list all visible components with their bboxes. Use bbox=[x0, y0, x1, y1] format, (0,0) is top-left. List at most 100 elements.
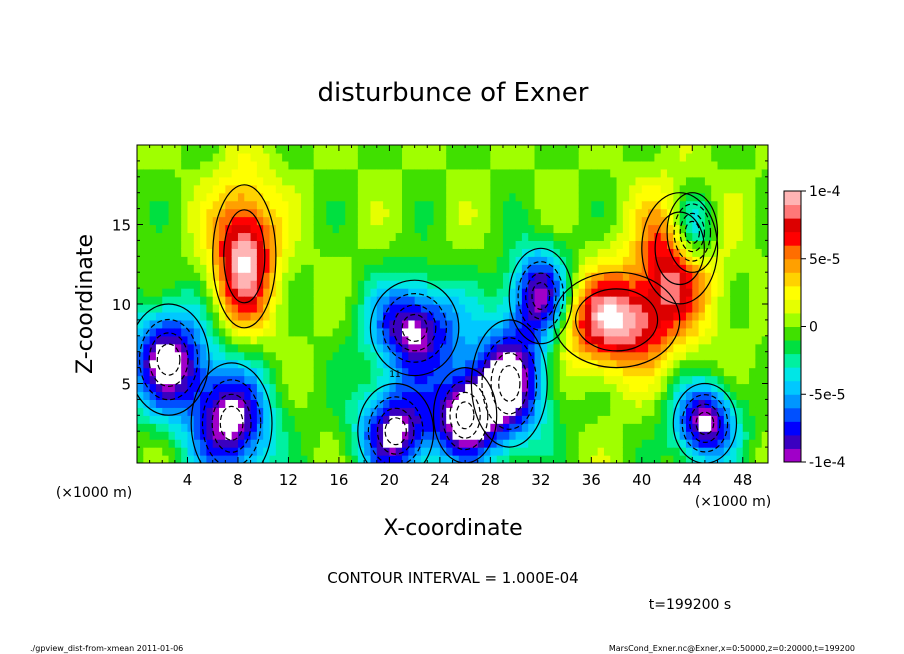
heatmap-cell bbox=[364, 367, 372, 377]
heatmap-cell bbox=[761, 399, 768, 408]
heatmap-cell bbox=[376, 264, 384, 273]
heatmap-cell bbox=[559, 192, 567, 202]
heatmap-cell bbox=[679, 319, 687, 329]
colorbar bbox=[783, 190, 802, 463]
heatmap-cell bbox=[572, 152, 580, 162]
heatmap-cell bbox=[237, 367, 245, 377]
heatmap-cell bbox=[357, 296, 365, 305]
heatmap-cell bbox=[219, 431, 226, 440]
heatmap-cell bbox=[591, 288, 599, 297]
heatmap-cell bbox=[749, 296, 756, 305]
heatmap-cell bbox=[439, 272, 447, 281]
contour-line bbox=[357, 382, 435, 463]
heatmap-cell bbox=[603, 232, 611, 241]
heatmap-cell bbox=[383, 145, 390, 154]
heatmap-cell bbox=[439, 152, 447, 162]
heatmap-cell bbox=[585, 145, 592, 154]
heatmap-cell bbox=[357, 431, 365, 440]
heatmap-cell bbox=[704, 288, 712, 297]
heatmap-cell bbox=[496, 296, 504, 305]
heatmap-cell bbox=[635, 447, 643, 456]
heatmap-cell bbox=[383, 335, 390, 345]
heatmap-cell bbox=[559, 200, 567, 210]
heatmap-cell bbox=[528, 304, 536, 313]
heatmap-cell bbox=[181, 200, 189, 210]
heatmap-cell bbox=[187, 359, 195, 369]
heatmap-cell bbox=[629, 415, 637, 424]
heatmap-cell bbox=[572, 145, 580, 154]
heatmap-cell bbox=[408, 176, 416, 186]
heatmap-cell bbox=[364, 375, 372, 385]
heatmap-cell bbox=[704, 423, 712, 432]
heatmap-cell bbox=[231, 351, 239, 361]
heatmap-cell bbox=[420, 184, 428, 194]
heatmap-cell bbox=[168, 319, 176, 329]
heatmap-cell bbox=[698, 304, 706, 313]
heatmap-cell bbox=[256, 431, 264, 440]
contour-line bbox=[211, 393, 252, 453]
heatmap-cell bbox=[730, 439, 738, 448]
heatmap-cell bbox=[635, 288, 643, 297]
heatmap-cell bbox=[547, 455, 555, 463]
heatmap-cell bbox=[673, 168, 681, 178]
heatmap-cell bbox=[174, 367, 182, 377]
heatmap-cell bbox=[572, 343, 580, 353]
heatmap-cell bbox=[200, 224, 208, 234]
heatmap-cell bbox=[458, 447, 466, 456]
heatmap-cell bbox=[301, 359, 308, 369]
heatmap-cell bbox=[408, 256, 416, 265]
heatmap-cell bbox=[723, 327, 731, 337]
heatmap-cell bbox=[528, 232, 536, 241]
heatmap-cell bbox=[603, 240, 611, 249]
heatmap-cell bbox=[477, 359, 485, 369]
heatmap-cell bbox=[477, 256, 485, 265]
heatmap-cell bbox=[187, 296, 195, 305]
heatmap-cell bbox=[282, 351, 290, 361]
heatmap-cell bbox=[376, 296, 384, 305]
heatmap-cell bbox=[553, 216, 561, 226]
heatmap-cell bbox=[383, 248, 390, 257]
heatmap-cell bbox=[547, 343, 555, 353]
heatmap-cell bbox=[338, 407, 346, 416]
heatmap-cell bbox=[484, 335, 491, 345]
heatmap-cell bbox=[193, 383, 201, 393]
heatmap-cell bbox=[351, 256, 359, 265]
heatmap-cell bbox=[578, 145, 586, 154]
heatmap-cell bbox=[452, 415, 460, 424]
heatmap-cell bbox=[231, 288, 239, 297]
heatmap-cell bbox=[307, 447, 315, 456]
heatmap-cell bbox=[313, 200, 321, 210]
heatmap-cell bbox=[730, 455, 738, 463]
heatmap-cell bbox=[383, 367, 390, 377]
heatmap-cell bbox=[446, 351, 454, 361]
heatmap-cell bbox=[149, 367, 157, 377]
heatmap-cell bbox=[749, 192, 756, 202]
heatmap-cell bbox=[578, 447, 586, 456]
heatmap-cell bbox=[395, 232, 403, 241]
heatmap-cell bbox=[244, 184, 252, 194]
heatmap-cell bbox=[465, 415, 473, 424]
heatmap-cell bbox=[742, 208, 750, 218]
heatmap-cell bbox=[723, 359, 731, 369]
heatmap-cell bbox=[414, 431, 422, 440]
heatmap-cell bbox=[534, 192, 542, 202]
heatmap-cell bbox=[168, 431, 176, 440]
heatmap-cell bbox=[490, 359, 498, 369]
heatmap-cell bbox=[667, 391, 674, 400]
heatmap-cell bbox=[345, 423, 353, 432]
heatmap-cell bbox=[338, 447, 346, 456]
heatmap-cell bbox=[660, 447, 668, 456]
heatmap-cell bbox=[420, 152, 428, 162]
heatmap-cell bbox=[307, 224, 315, 234]
heatmap-cell bbox=[553, 280, 561, 289]
heatmap-cell bbox=[370, 192, 378, 202]
heatmap-cell bbox=[181, 391, 189, 400]
heatmap-cell bbox=[338, 264, 346, 273]
heatmap-cell bbox=[408, 455, 416, 463]
heatmap-cell bbox=[452, 176, 460, 186]
heatmap-cell bbox=[414, 272, 422, 281]
heatmap-cell bbox=[458, 335, 466, 345]
heatmap-cell bbox=[730, 200, 738, 210]
heatmap-cell bbox=[269, 319, 277, 329]
heatmap-cell bbox=[439, 415, 447, 424]
